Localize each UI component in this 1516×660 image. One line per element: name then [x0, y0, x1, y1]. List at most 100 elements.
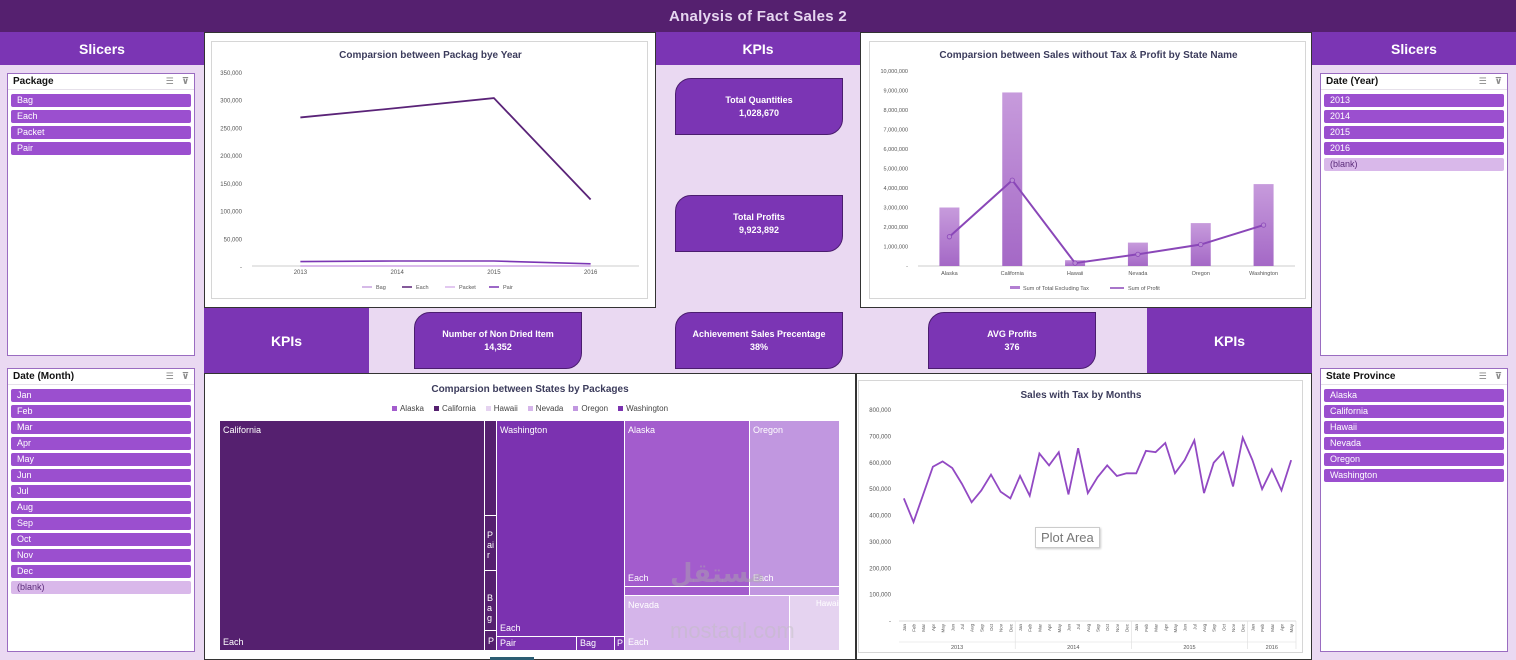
- month-tick-label: Jul: [1192, 624, 1197, 630]
- treemap-washington-pair[interactable]: Pair: [497, 637, 577, 651]
- slicer-item-year[interactable]: (blank): [1324, 158, 1504, 171]
- legend-label: Hawaii: [493, 404, 518, 413]
- slicer-item-year[interactable]: 2015: [1324, 126, 1504, 139]
- slicer-item-month[interactable]: Aug: [11, 501, 191, 514]
- treemap-oregon-small[interactable]: [750, 587, 840, 596]
- y-tick-label: 600,000: [869, 461, 891, 467]
- slicer-item-month[interactable]: Apr: [11, 437, 191, 450]
- legend-entry: Nevada: [527, 404, 563, 413]
- month-tick-label: Jun: [1183, 624, 1188, 632]
- legend-label: Alaska: [399, 404, 424, 413]
- slicer-item-state[interactable]: California: [1324, 405, 1504, 418]
- slicer-item-state[interactable]: Washington: [1324, 469, 1504, 482]
- slicer-item-month[interactable]: Sep: [11, 517, 191, 530]
- treemap-washington-bag[interactable]: Bag: [577, 637, 615, 651]
- legend-label: Bag: [376, 285, 386, 291]
- legend-entry: Alaska: [391, 404, 424, 413]
- y-tick-label: 200,000: [869, 566, 891, 572]
- legend-entry: Hawaii: [485, 404, 518, 413]
- y-tick-label: 100,000: [869, 593, 891, 599]
- series-line-sales: [903, 434, 1293, 525]
- treemap-washington-p[interactable]: P: [615, 637, 625, 651]
- multi-select-icon[interactable]: ☰: [165, 371, 174, 381]
- treemap-california[interactable]: California Each: [220, 421, 485, 651]
- kpi-achievement-label: Achievement Sales Precentage: [692, 329, 826, 340]
- slicer-item-month[interactable]: Oct: [11, 533, 191, 546]
- slicer-item-state[interactable]: Nevada: [1324, 437, 1504, 450]
- slicer-item-month[interactable]: Feb: [11, 405, 191, 418]
- legend-label: Packet: [459, 285, 476, 291]
- series-line-pair: [300, 260, 591, 265]
- watermark-text: mostaql.com: [670, 618, 795, 643]
- slicer-item-month[interactable]: Nov: [11, 549, 191, 562]
- sales-months-chart[interactable]: Sales with Tax by Months - 100,000 200,000 3…: [858, 380, 1303, 653]
- x-tick-label: Alaska: [941, 271, 958, 277]
- slicer-item-month[interactable]: Jun: [11, 469, 191, 482]
- treemap-alaska[interactable]: Alaska Each: [625, 421, 750, 587]
- treemap-alaska-small[interactable]: [625, 587, 750, 596]
- package-year-chart[interactable]: Comparsion between Packag bye Year - 50,00…: [211, 41, 648, 299]
- multi-select-icon[interactable]: ☰: [165, 76, 174, 86]
- month-tick-label: Aug: [1202, 624, 1207, 633]
- clear-filter-icon[interactable]: ⊽: [1494, 76, 1502, 86]
- states-packages-treemap[interactable]: Comparsion between States by Packages Al…: [215, 380, 845, 653]
- slicer-item-package[interactable]: Packet: [11, 126, 191, 139]
- slicer-item-month[interactable]: (blank): [11, 581, 191, 594]
- slicer-item-month[interactable]: Dec: [11, 565, 191, 578]
- point-profit: [1260, 222, 1267, 228]
- slicer-item-state[interactable]: Alaska: [1324, 389, 1504, 402]
- x-tick-label: 2014: [390, 270, 404, 276]
- treemap-alaska-label: Alaska: [628, 425, 656, 435]
- slicer-item-package[interactable]: Bag: [11, 94, 191, 107]
- treemap-oregon[interactable]: Oregon Each: [750, 421, 840, 587]
- treemap-nevada-each: Each: [628, 637, 649, 647]
- slicer-item-year[interactable]: 2016: [1324, 142, 1504, 155]
- treemap-california-p[interactable]: P: [485, 631, 497, 651]
- slicer-item-package[interactable]: Pair: [11, 142, 191, 155]
- legend-label: Pair: [503, 285, 513, 291]
- treemap-washington[interactable]: Washington Each: [497, 421, 625, 637]
- month-tick-label: Sep: [979, 624, 984, 633]
- treemap-california-pair[interactable]: Pair: [485, 516, 497, 571]
- slicer-item-month[interactable]: Jul: [11, 485, 191, 498]
- slicer-item-year[interactable]: 2013: [1324, 94, 1504, 107]
- sales-state-chart-svg: Comparsion between Sales without Tax & P…: [880, 50, 1295, 292]
- state-slicer-title: State Province: [1326, 371, 1396, 382]
- x-tick-label: Oregon: [1192, 271, 1210, 277]
- slicer-item-state[interactable]: Hawaii: [1324, 421, 1504, 434]
- month-tick-label: Feb: [912, 624, 917, 632]
- treemap-california-bag-label: Bag: [487, 593, 494, 623]
- y-tick-label: 500,000: [869, 487, 891, 493]
- treemap-nevada[interactable]: Nevada Each: [625, 596, 790, 651]
- treemap-california-small[interactable]: [485, 421, 497, 516]
- slicer-item-month[interactable]: May: [11, 453, 191, 466]
- slicer-item-month[interactable]: Mar: [11, 421, 191, 434]
- x-tick-label: Nevada: [1128, 271, 1148, 277]
- legend-entry: California: [433, 404, 476, 413]
- clear-filter-icon[interactable]: ⊽: [181, 76, 189, 86]
- slicer-item-year[interactable]: 2014: [1324, 110, 1504, 123]
- scroll-tab[interactable]: [490, 657, 534, 660]
- treemap-california-p-label: P: [488, 636, 495, 646]
- month-tick-label: Jul: [960, 624, 965, 630]
- multi-select-icon[interactable]: ☰: [1478, 76, 1487, 86]
- sales-state-chart[interactable]: Comparsion between Sales without Tax & P…: [869, 41, 1306, 299]
- clear-filter-icon[interactable]: ⊽: [181, 371, 189, 381]
- y-tick-label: 4,000,000: [884, 186, 908, 192]
- clear-filter-icon[interactable]: ⊽: [1494, 371, 1502, 381]
- package-year-chart-svg: Comparsion between Packag bye Year - 50,00…: [220, 50, 639, 291]
- state-slicer-items: Alaska California Hawaii Nevada Oregon Washin…: [1321, 385, 1507, 483]
- point-profit: [1198, 241, 1204, 248]
- y-tick-label: 300,000: [220, 99, 242, 105]
- series-line-each: [300, 97, 592, 201]
- treemap-hawaii[interactable]: Hawaii: [790, 596, 840, 651]
- treemap-california-bag[interactable]: Bag: [485, 571, 497, 631]
- y-tick-label: 2,000,000: [884, 225, 908, 231]
- slicer-item-state[interactable]: Oregon: [1324, 453, 1504, 466]
- multi-select-icon[interactable]: ☰: [1478, 371, 1487, 381]
- treemap-nevada-label: Nevada: [628, 600, 660, 610]
- treemap-california-label: California: [223, 425, 262, 435]
- y-tick-label: 400,000: [869, 514, 891, 520]
- slicer-item-package[interactable]: Each: [11, 110, 191, 123]
- slicer-item-month[interactable]: Jan: [11, 389, 191, 402]
